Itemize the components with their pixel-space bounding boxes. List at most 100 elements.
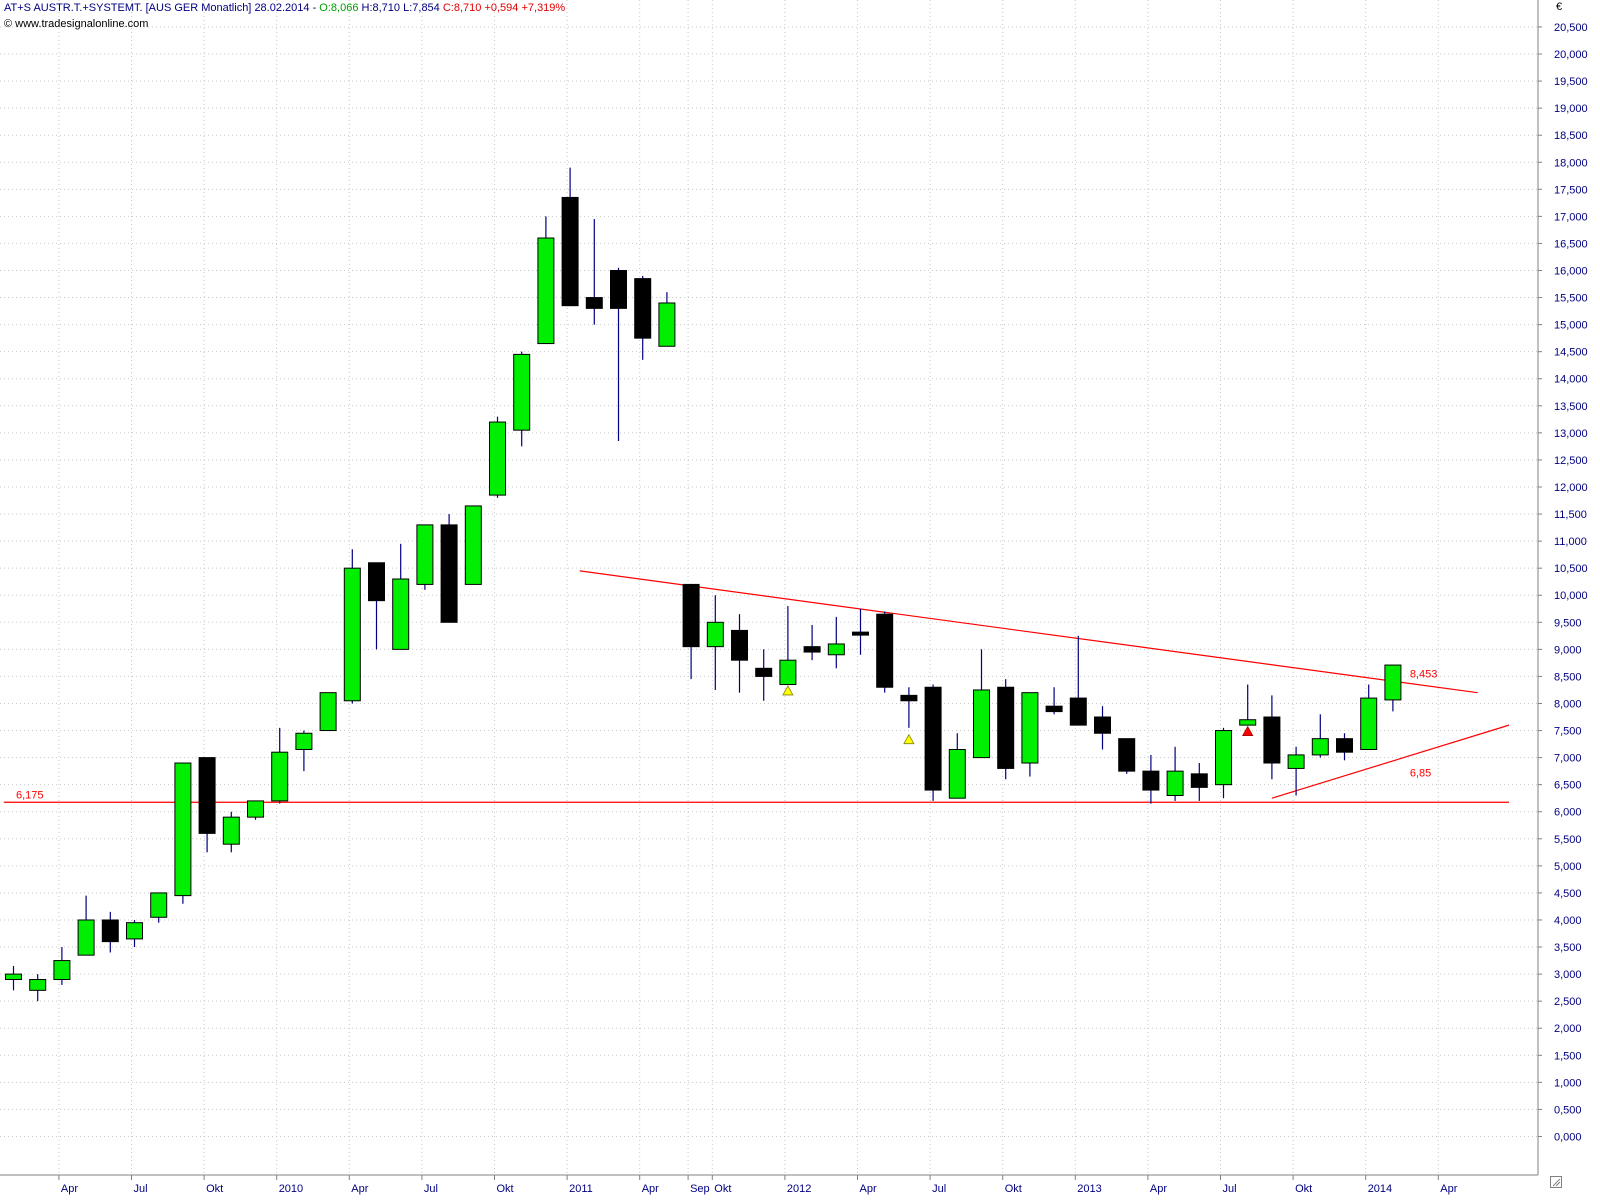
candle-body-up bbox=[706, 621, 724, 648]
copyright-text: © www.tradesignalonline.com bbox=[4, 18, 149, 30]
y-tick-label: 4,500 bbox=[1554, 888, 1582, 900]
header-open: O:8,066 bbox=[319, 2, 359, 14]
candle-body-up bbox=[827, 643, 845, 656]
candle bbox=[852, 608, 869, 655]
symbol-title: AT+S AUSTR.T.+SYSTEMT. [AUS GER Monatlic… bbox=[4, 2, 252, 14]
candle bbox=[1360, 684, 1378, 750]
candle bbox=[368, 562, 385, 650]
y-tick-label: 1,000 bbox=[1554, 1077, 1582, 1089]
x-tick-label: 2013 bbox=[1077, 1183, 1101, 1195]
candle bbox=[924, 684, 942, 801]
candle-body-down bbox=[1045, 705, 1063, 713]
y-tick-label: 18,500 bbox=[1554, 130, 1588, 142]
candle bbox=[1239, 684, 1257, 726]
candle bbox=[1166, 746, 1184, 801]
y-tick-label: 17,500 bbox=[1554, 184, 1588, 196]
y-tick-label: 20,500 bbox=[1554, 22, 1588, 34]
y-tick-label: 7,000 bbox=[1554, 753, 1582, 765]
candle-body-up bbox=[343, 567, 361, 702]
candle-body-down bbox=[585, 297, 603, 309]
y-tick-label: 6,000 bbox=[1554, 807, 1582, 819]
signal-triangle-marker bbox=[1242, 725, 1254, 736]
candle bbox=[29, 974, 47, 1002]
candle-body-up bbox=[1239, 719, 1257, 726]
header-change-pct: +7,319% bbox=[521, 2, 566, 14]
candle-body-down bbox=[755, 667, 773, 677]
candle-body-up bbox=[513, 353, 531, 431]
x-tick-label: Apr bbox=[1440, 1183, 1457, 1195]
candle-body-up bbox=[150, 892, 168, 918]
candle-body-up bbox=[1311, 738, 1329, 756]
y-tick-label: 1,500 bbox=[1554, 1050, 1582, 1062]
candle bbox=[174, 762, 192, 904]
x-tick-label: Sep bbox=[690, 1183, 710, 1195]
candle-body-down bbox=[561, 196, 579, 307]
candle-body-up bbox=[174, 762, 192, 897]
candle bbox=[900, 687, 918, 728]
candle bbox=[537, 216, 555, 345]
y-tick-label: 16,500 bbox=[1554, 238, 1588, 250]
candle bbox=[706, 595, 724, 690]
y-tick-label: 14,500 bbox=[1554, 347, 1588, 359]
y-tick-label: 19,000 bbox=[1554, 103, 1588, 115]
candle bbox=[5, 965, 22, 991]
y-tick-label: 13,000 bbox=[1554, 428, 1588, 440]
candle-body-down bbox=[682, 583, 700, 648]
header-sep: - bbox=[312, 2, 317, 14]
y-tick-label: 10,000 bbox=[1554, 590, 1588, 602]
header-low: L:7,854 bbox=[403, 2, 440, 14]
candle-body-up bbox=[1166, 770, 1184, 796]
candle-body-down bbox=[1190, 773, 1208, 788]
y-tick-label: 7,500 bbox=[1554, 726, 1582, 738]
y-tick-label: 3,500 bbox=[1554, 942, 1582, 954]
header-close: C:8,710 bbox=[442, 2, 482, 14]
candle-body-down bbox=[101, 919, 119, 943]
y-tick-label: 12,000 bbox=[1554, 482, 1588, 494]
candle-body-up bbox=[1021, 692, 1039, 764]
candle bbox=[1263, 695, 1281, 780]
candle bbox=[392, 543, 410, 650]
candle bbox=[319, 692, 337, 732]
resize-grip-icon[interactable] bbox=[1550, 1176, 1562, 1188]
candle-body-up bbox=[126, 922, 143, 940]
candle-body-down bbox=[634, 278, 652, 339]
candle-body-up bbox=[77, 919, 95, 956]
candle-body-up bbox=[392, 578, 410, 650]
candle-body-up bbox=[295, 732, 313, 750]
candle-body-down bbox=[803, 646, 821, 653]
x-tick-label: Jul bbox=[1223, 1183, 1237, 1195]
candle-body-down bbox=[1118, 738, 1136, 772]
candle bbox=[1190, 763, 1208, 801]
y-tick-label: 20,000 bbox=[1554, 49, 1588, 61]
candle bbox=[464, 505, 482, 585]
candle-body-up bbox=[271, 751, 289, 802]
candle bbox=[1336, 733, 1353, 761]
candle bbox=[731, 614, 748, 693]
x-tick-label: Jul bbox=[424, 1183, 438, 1195]
candle-body-down bbox=[1336, 738, 1353, 753]
candle bbox=[126, 919, 143, 948]
downtrend-line bbox=[579, 570, 1478, 694]
y-tick-label: 12,500 bbox=[1554, 455, 1588, 467]
x-tick-label: Jul bbox=[932, 1183, 946, 1195]
uptrend-label: 6,85 bbox=[1410, 768, 1431, 780]
candle-body-down bbox=[1263, 716, 1281, 764]
x-tick-label: Okt bbox=[497, 1183, 514, 1195]
candle bbox=[247, 800, 264, 820]
candle bbox=[1094, 706, 1111, 750]
candle bbox=[1384, 664, 1402, 712]
y-tick-label: 2,000 bbox=[1554, 1023, 1582, 1035]
y-tick-label: 17,000 bbox=[1554, 211, 1588, 223]
y-tick-label: 13,500 bbox=[1554, 401, 1588, 413]
candle-body-up bbox=[779, 659, 797, 686]
candle-body-down bbox=[924, 686, 942, 791]
candle-body-down bbox=[900, 694, 918, 702]
candle bbox=[489, 416, 506, 498]
candle bbox=[1021, 692, 1039, 777]
candle bbox=[271, 727, 289, 804]
y-tick-label: 15,000 bbox=[1554, 320, 1588, 332]
y-tick-label: 5,000 bbox=[1554, 861, 1582, 873]
candle-body-down bbox=[997, 686, 1015, 769]
